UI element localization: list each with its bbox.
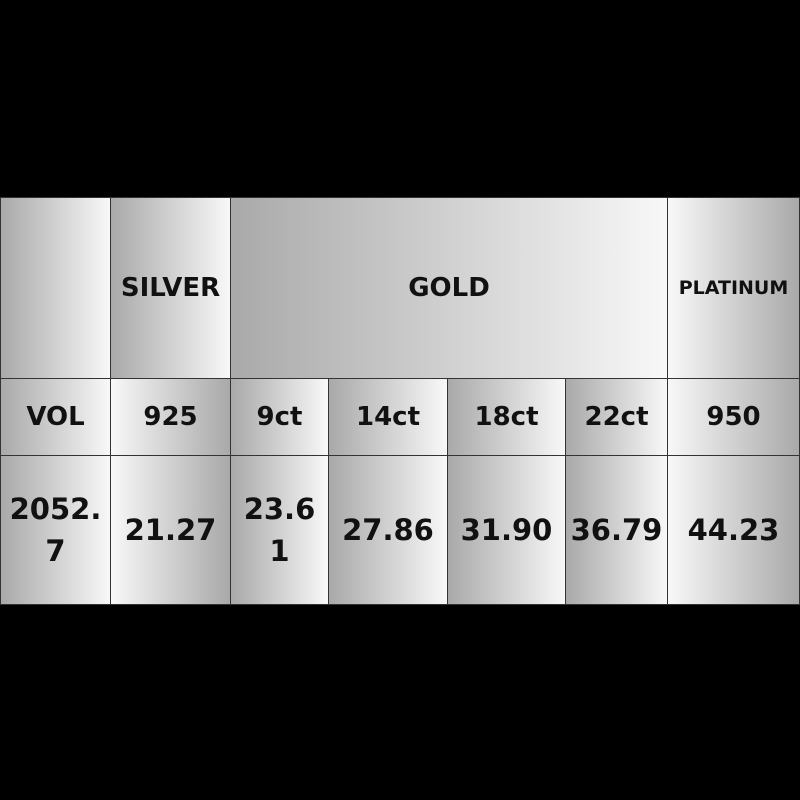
column-label: 925 [143, 402, 198, 432]
header-silver: SILVER [110, 197, 231, 379]
value-18ct: 31.90 [447, 455, 566, 605]
group-label-gold: GOLD [408, 273, 490, 303]
value-14ct: 27.86 [328, 455, 448, 605]
column-header-14ct: 14ct [328, 378, 448, 456]
column-label: VOL [26, 402, 85, 432]
cell-value: 23.61 [243, 491, 316, 568]
cell-value: 36.79 [570, 512, 663, 547]
cell-value: 27.86 [342, 512, 434, 547]
cell-value: 21.27 [124, 512, 217, 547]
header-empty-cell [0, 197, 111, 379]
group-label-platinum: PLATINUM [678, 277, 789, 299]
cell-value: 2052.7 [9, 491, 102, 568]
value-9ct: 23.61 [230, 455, 329, 605]
column-label: 950 [706, 402, 761, 432]
cell-value: 31.90 [460, 512, 553, 547]
column-header-9ct: 9ct [230, 378, 329, 456]
header-gold: GOLD [230, 197, 668, 379]
header-platinum: PLATINUM [667, 197, 800, 379]
column-label: 14ct [355, 402, 421, 432]
value-925: 21.27 [110, 455, 231, 605]
column-label: 18ct [474, 402, 539, 432]
group-label-silver: SILVER [120, 273, 221, 303]
column-label: 9ct [256, 402, 303, 432]
column-label: 22ct [584, 402, 649, 432]
column-header-18ct: 18ct [447, 378, 566, 456]
cell-value: 44.23 [687, 512, 780, 547]
value-22ct: 36.79 [565, 455, 668, 605]
column-header-vol: VOL [0, 378, 111, 456]
column-header-925: 925 [110, 378, 231, 456]
column-header-22ct: 22ct [565, 378, 668, 456]
value-950: 44.23 [667, 455, 800, 605]
column-header-950: 950 [667, 378, 800, 456]
value-vol: 2052.7 [0, 455, 111, 605]
